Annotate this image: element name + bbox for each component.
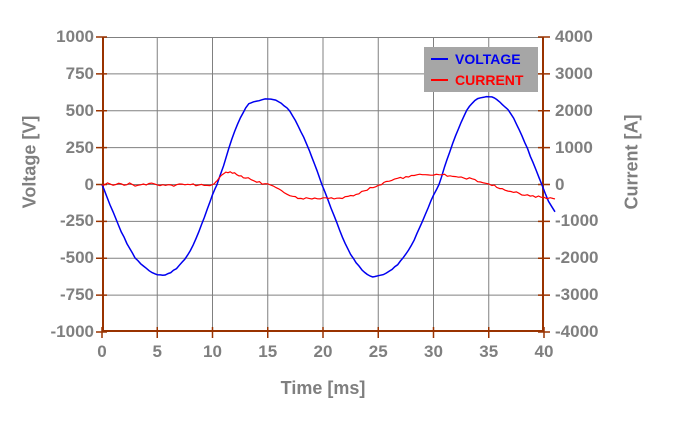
time-tick-20: 20 bbox=[313, 342, 333, 361]
voltage-tick-0: 0 bbox=[84, 174, 94, 194]
time-tick-25: 25 bbox=[368, 342, 388, 361]
legend-label: VOLTAGE bbox=[455, 51, 521, 67]
current-tick-0: 0 bbox=[555, 174, 565, 194]
data-series bbox=[101, 95, 556, 278]
current-tick--4000: -4000 bbox=[555, 322, 599, 341]
current-tick--3000: -3000 bbox=[555, 285, 599, 305]
current-tick-2000: 2000 bbox=[555, 100, 593, 120]
current-tick--1000: -1000 bbox=[555, 211, 599, 231]
legend-label: CURRENT bbox=[455, 72, 524, 88]
legend-item-voltage: VOLTAGE bbox=[424, 50, 538, 68]
legend-line-icon bbox=[431, 58, 448, 60]
current-tick-1000: 1000 bbox=[555, 137, 593, 157]
voltage-tick--750: -750 bbox=[59, 285, 94, 305]
current-tick-4000: 4000 bbox=[555, 27, 593, 46]
current-tick--2000: -2000 bbox=[555, 248, 599, 268]
voltage-tick-500: 500 bbox=[65, 100, 94, 120]
time-tick-5: 5 bbox=[152, 342, 162, 361]
voltage-tick-750: 750 bbox=[65, 63, 94, 83]
voltage-tick-1000: 1000 bbox=[56, 27, 94, 46]
x-axis-title: Time [ms] bbox=[280, 378, 366, 398]
time-tick-40: 40 bbox=[534, 342, 554, 361]
legend: VOLTAGE CURRENT bbox=[424, 47, 538, 92]
current-curve bbox=[101, 171, 556, 200]
voltage-tick--1000: -1000 bbox=[50, 322, 94, 341]
current-tick-3000: 3000 bbox=[555, 63, 593, 83]
legend-item-current: CURRENT bbox=[424, 71, 538, 89]
time-tick-30: 30 bbox=[424, 342, 443, 361]
voltage-tick--250: -250 bbox=[59, 211, 94, 231]
time-tick-35: 35 bbox=[479, 342, 499, 361]
time-tick-15: 15 bbox=[258, 342, 278, 361]
voltage-tick-250: 250 bbox=[65, 137, 94, 157]
time-tick-0: 0 bbox=[97, 342, 107, 361]
time-tick-10: 10 bbox=[203, 342, 222, 361]
voltage-tick--500: -500 bbox=[59, 248, 94, 268]
y-axis-title-current: Current [A] bbox=[621, 114, 642, 210]
voltage-curve bbox=[101, 95, 556, 278]
y-axis-title-voltage: Voltage [V] bbox=[19, 115, 40, 209]
legend-line-icon bbox=[431, 79, 448, 81]
